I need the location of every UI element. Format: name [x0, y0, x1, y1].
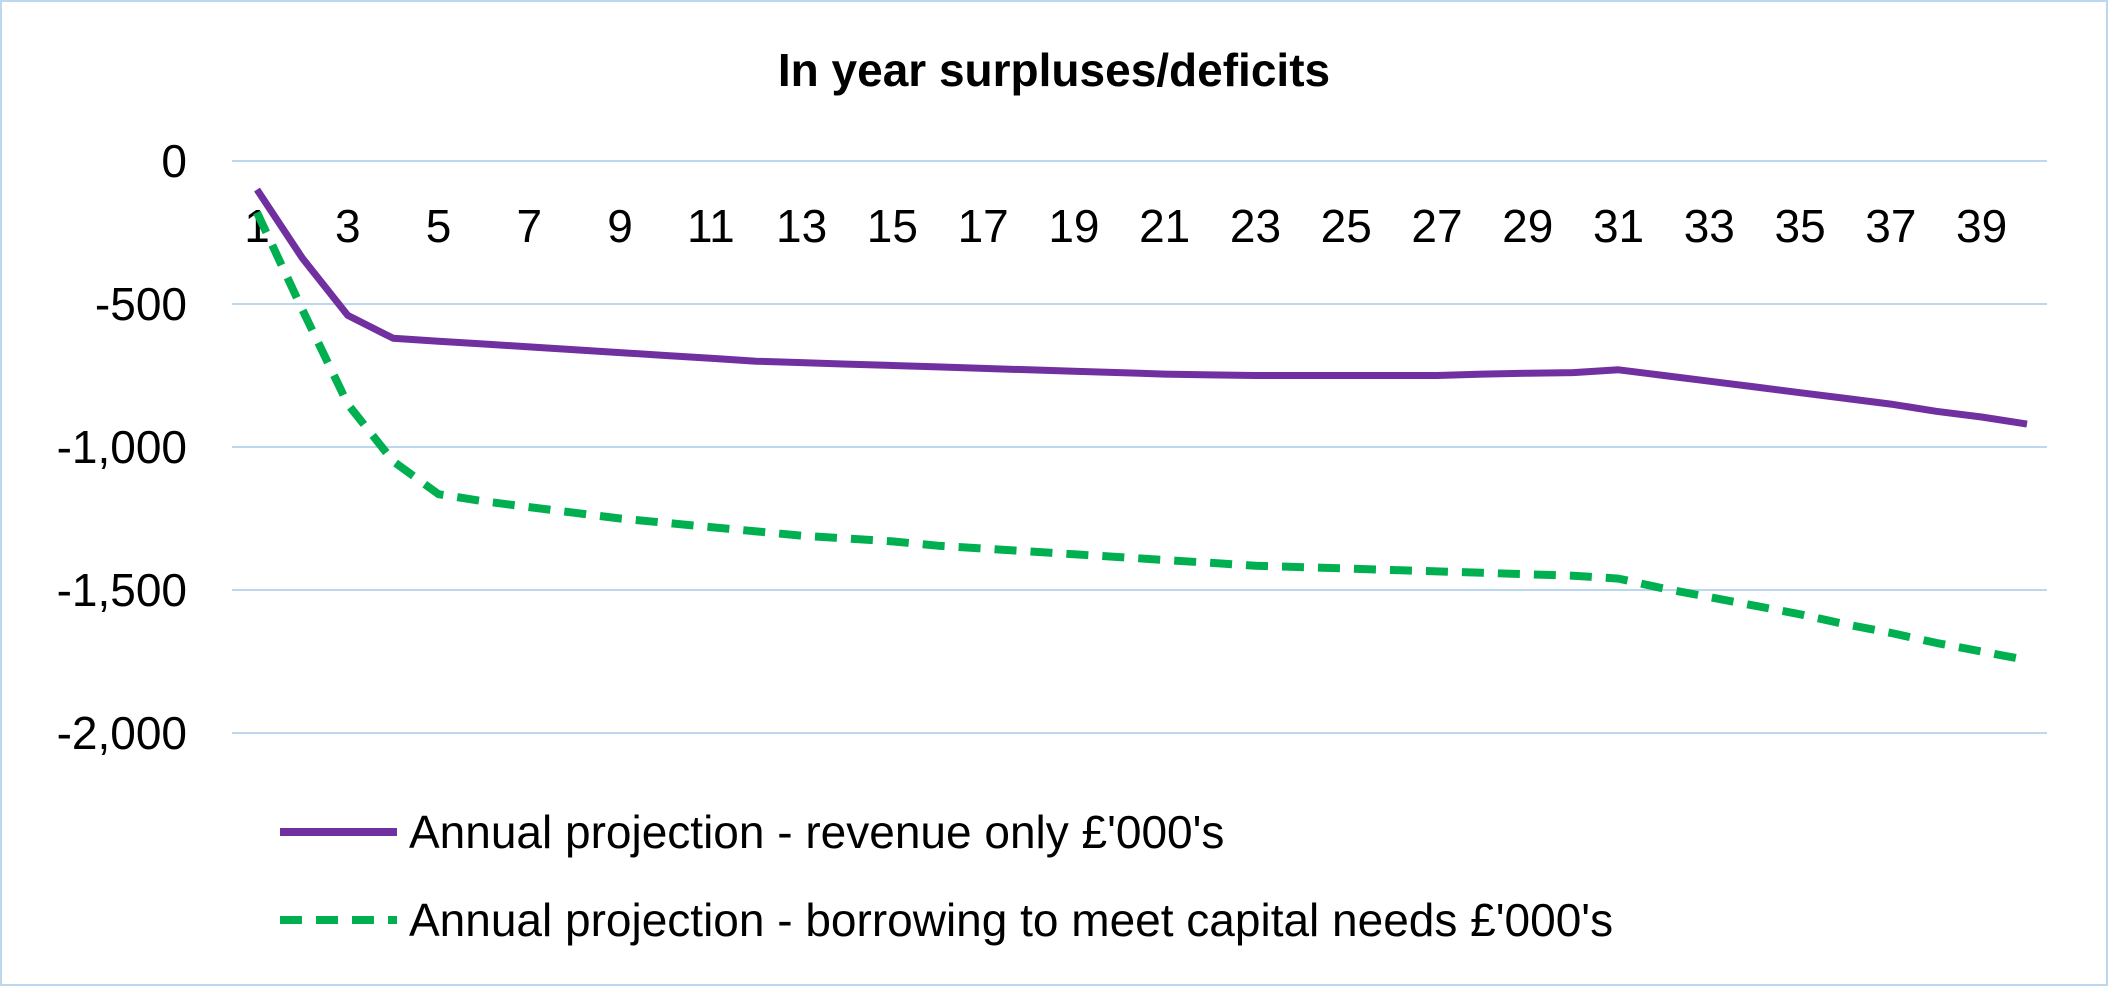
- x-tick-label: 25: [1321, 200, 1372, 252]
- x-tick-label: 19: [1048, 200, 1099, 252]
- x-tick-label: 9: [607, 200, 633, 252]
- legend-label: Annual projection - revenue only £'000's: [409, 806, 1224, 858]
- x-tick-label: 15: [867, 200, 918, 252]
- x-tick-label: 13: [776, 200, 827, 252]
- x-tick-label: 3: [335, 200, 361, 252]
- series-lines: [253, 187, 2028, 665]
- y-tick-label: -1,500: [57, 564, 187, 616]
- chart-title: In year surpluses/deficits: [778, 44, 1330, 96]
- x-tick-label: 35: [1774, 200, 1825, 252]
- x-tick-label: 11: [687, 200, 735, 252]
- x-tick-label: 39: [1956, 200, 2007, 252]
- x-tick-label: 17: [958, 200, 1009, 252]
- x-axis-ticks: 1 3 5 7 9 11 13 15 17 19 21 23 25 27 29 31 33 35 37 39: [244, 200, 2007, 252]
- x-tick-label: 33: [1684, 200, 1735, 252]
- y-tick-label: -500: [95, 278, 187, 330]
- x-tick-label: 21: [1139, 200, 1190, 252]
- series-line-2: [253, 210, 2028, 665]
- x-tick-label: 31: [1593, 200, 1644, 252]
- y-tick-label: -1,000: [57, 421, 187, 473]
- gridlines: [232, 160, 2047, 734]
- x-tick-label: 7: [517, 200, 543, 252]
- y-tick-label: -2,000: [57, 707, 187, 759]
- x-tick-label: 5: [426, 200, 452, 252]
- legend: Annual projection - revenue only £'000's…: [280, 806, 1613, 946]
- y-tick-label: 0: [161, 135, 187, 187]
- x-tick-label: 27: [1411, 200, 1462, 252]
- y-axis-ticks: 0 -500 -1,000 -1,500 -2,000: [57, 135, 187, 759]
- x-tick-label: 29: [1502, 200, 1553, 252]
- series-line-1: [254, 187, 2028, 428]
- legend-label: Annual projection - borrowing to meet ca…: [409, 894, 1613, 946]
- x-tick-label: 37: [1865, 200, 1916, 252]
- x-tick-label: 23: [1230, 200, 1281, 252]
